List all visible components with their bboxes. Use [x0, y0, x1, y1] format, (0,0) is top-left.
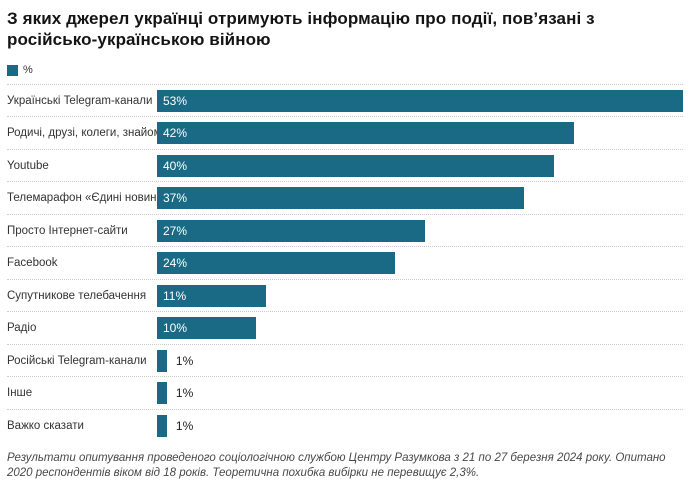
- bar-row: Родичі, друзі, колеги, знайомі 42%: [7, 116, 683, 149]
- bar-row: Інше 1%: [7, 376, 683, 409]
- bar-value-label: 1%: [175, 353, 194, 368]
- bar-track: 53%: [157, 85, 683, 117]
- bar-row: Просто Інтернет-сайти 27%: [7, 213, 683, 247]
- bar-value-label: 40%: [163, 158, 188, 173]
- bar-track: 24%: [157, 247, 683, 279]
- bar-value-label: 53%: [163, 93, 188, 108]
- bar-value-label: 37%: [163, 191, 188, 206]
- bar: [157, 349, 167, 372]
- bar-row: Супутникове телебачення 11%: [7, 278, 683, 312]
- bar-track: 10%: [157, 312, 683, 344]
- bar-track: 11%: [157, 280, 683, 312]
- category-label: Важко сказати: [7, 419, 84, 432]
- bar-track: 1%: [157, 345, 683, 377]
- bar-value-label: 27%: [163, 223, 188, 238]
- bar-value-label: 11%: [163, 288, 187, 303]
- bar: 10%: [157, 317, 257, 340]
- category-label: Youtube: [7, 159, 49, 172]
- bar: 40%: [157, 154, 554, 177]
- bar: [157, 414, 167, 437]
- bar-value-label: 1%: [175, 386, 194, 401]
- bar: 37%: [157, 187, 525, 210]
- category-label: Facebook: [7, 257, 58, 270]
- bar-row: Радіо 10%: [7, 311, 683, 344]
- category-label: Російські Telegram-канали: [7, 354, 147, 367]
- bar: 24%: [157, 252, 396, 275]
- category-label: Українські Telegram-канали: [7, 94, 153, 107]
- bar-track: 1%: [157, 410, 683, 442]
- category-label: Просто Інтернет-сайти: [7, 224, 128, 237]
- bar: 11%: [157, 284, 267, 307]
- bar-row: Українські Telegram-канали 53%: [7, 83, 683, 117]
- bar-track: 27%: [157, 215, 683, 247]
- legend-label: %: [23, 64, 33, 77]
- bar-value-label: 24%: [163, 256, 188, 271]
- category-label: Радіо: [7, 322, 37, 335]
- chart-notes: Результати опитування проведеного соціол…: [7, 452, 666, 480]
- bar-row: Російські Telegram-канали 1%: [7, 343, 683, 377]
- bar-track: 37%: [157, 182, 683, 214]
- bar-track: 42%: [157, 117, 683, 149]
- category-label: Телемарафон «Єдині новини»: [7, 192, 170, 205]
- legend-swatch: [7, 64, 18, 76]
- bar: 42%: [157, 122, 574, 145]
- category-label: Супутникове телебачення: [7, 289, 147, 302]
- bar-value-label: 10%: [163, 321, 188, 336]
- bar-value-label: 42%: [163, 126, 188, 141]
- chart-rows: Українські Telegram-канали 53% Родичі, дру…: [7, 83, 683, 442]
- bar: [157, 382, 167, 405]
- bar-track: 1%: [157, 377, 683, 409]
- bar-value-label: 1%: [175, 418, 194, 433]
- bar-track: 40%: [157, 150, 683, 182]
- bar: 53%: [157, 89, 683, 112]
- bar-row: Youtube 40%: [7, 148, 683, 182]
- bar-row: Важко сказати 1%: [7, 408, 683, 442]
- category-label: Родичі, друзі, колеги, знайомі: [7, 127, 165, 140]
- category-label: Інше: [7, 387, 33, 400]
- bar: 27%: [157, 219, 425, 242]
- bar-row: Facebook 24%: [7, 246, 683, 279]
- bar-row: Телемарафон «Єдині новини» 37%: [7, 181, 683, 214]
- chart-title: З яких джерел українці отримують інформа…: [7, 9, 595, 50]
- chart-legend: %: [7, 64, 683, 77]
